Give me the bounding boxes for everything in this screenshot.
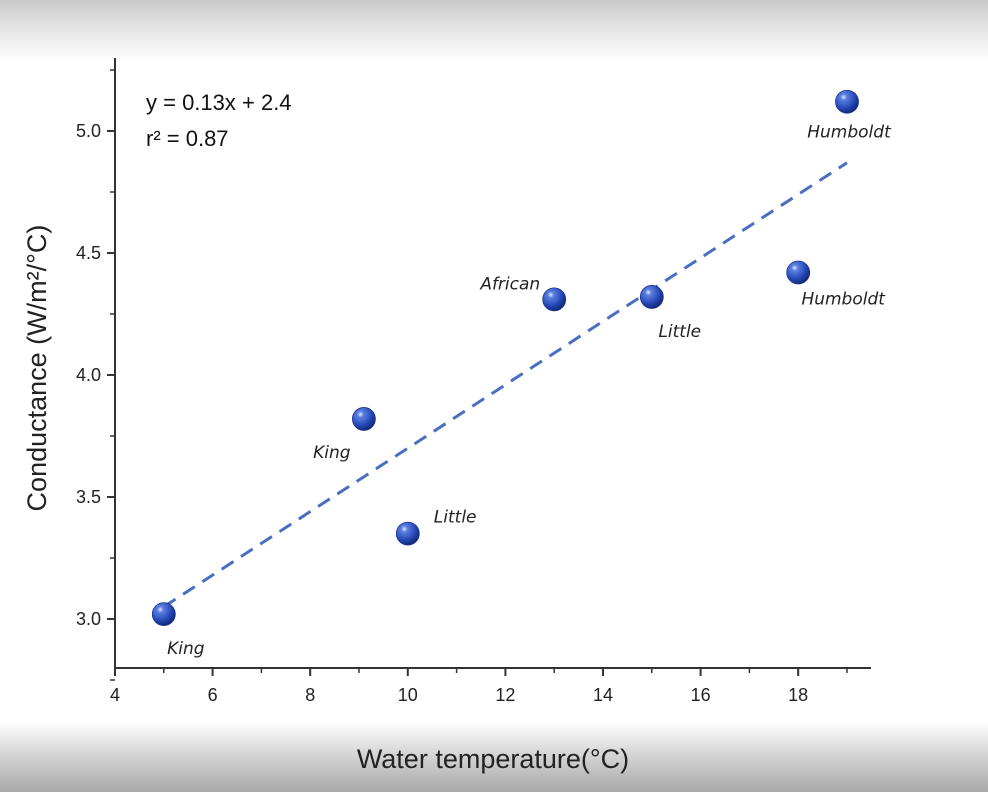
trendline-group	[162, 161, 848, 609]
point-label: Humboldt	[801, 290, 886, 310]
x-tick-label: 12	[495, 685, 515, 705]
data-point	[151, 602, 176, 627]
x-axis-title: Water temperature(°C)	[357, 744, 629, 774]
points-group	[151, 89, 859, 627]
y-axis-title: Conductance (W/m²/°C)	[22, 225, 52, 512]
point-label: King	[313, 443, 351, 463]
y-tick-label: 4.0	[76, 365, 101, 385]
top-vignette	[0, 0, 988, 62]
x-tick-label: 16	[691, 685, 711, 705]
y-tick-label: 5.0	[76, 121, 101, 141]
x-tick-label: 10	[398, 685, 418, 705]
data-point	[395, 521, 420, 546]
x-tick-label: 14	[593, 685, 613, 705]
y-tick-label: 3.5	[76, 487, 101, 507]
point-label: Humboldt	[807, 123, 892, 143]
point-labels-group: King King Little African Little Humboldt Humbo…	[167, 123, 892, 659]
x-tick-label: 8	[305, 685, 315, 705]
data-point	[639, 285, 664, 309]
bottom-vignette	[0, 722, 988, 792]
data-point	[786, 260, 811, 285]
data-point	[542, 287, 567, 312]
point-label: King	[167, 639, 205, 659]
point-label: Little	[434, 508, 477, 528]
y-tick-label: 3.0	[76, 609, 101, 629]
x-tick-label: 4	[110, 685, 120, 705]
data-point	[351, 407, 376, 431]
axes-group: 4 6 8 10 12 14 16 18 3.0 3.5 4.0 4.5 5.0	[76, 58, 871, 705]
y-tick-label: 4.5	[76, 243, 101, 263]
point-label: African	[479, 274, 540, 294]
x-tick-label: 6	[208, 685, 218, 705]
r-squared-annotation: r² = 0.87	[146, 126, 229, 151]
data-point	[835, 89, 859, 114]
trendline	[162, 161, 848, 609]
point-label: Little	[658, 322, 701, 342]
equation-annotation: y = 0.13x + 2.4	[146, 90, 292, 115]
x-tick-label: 18	[788, 685, 808, 705]
